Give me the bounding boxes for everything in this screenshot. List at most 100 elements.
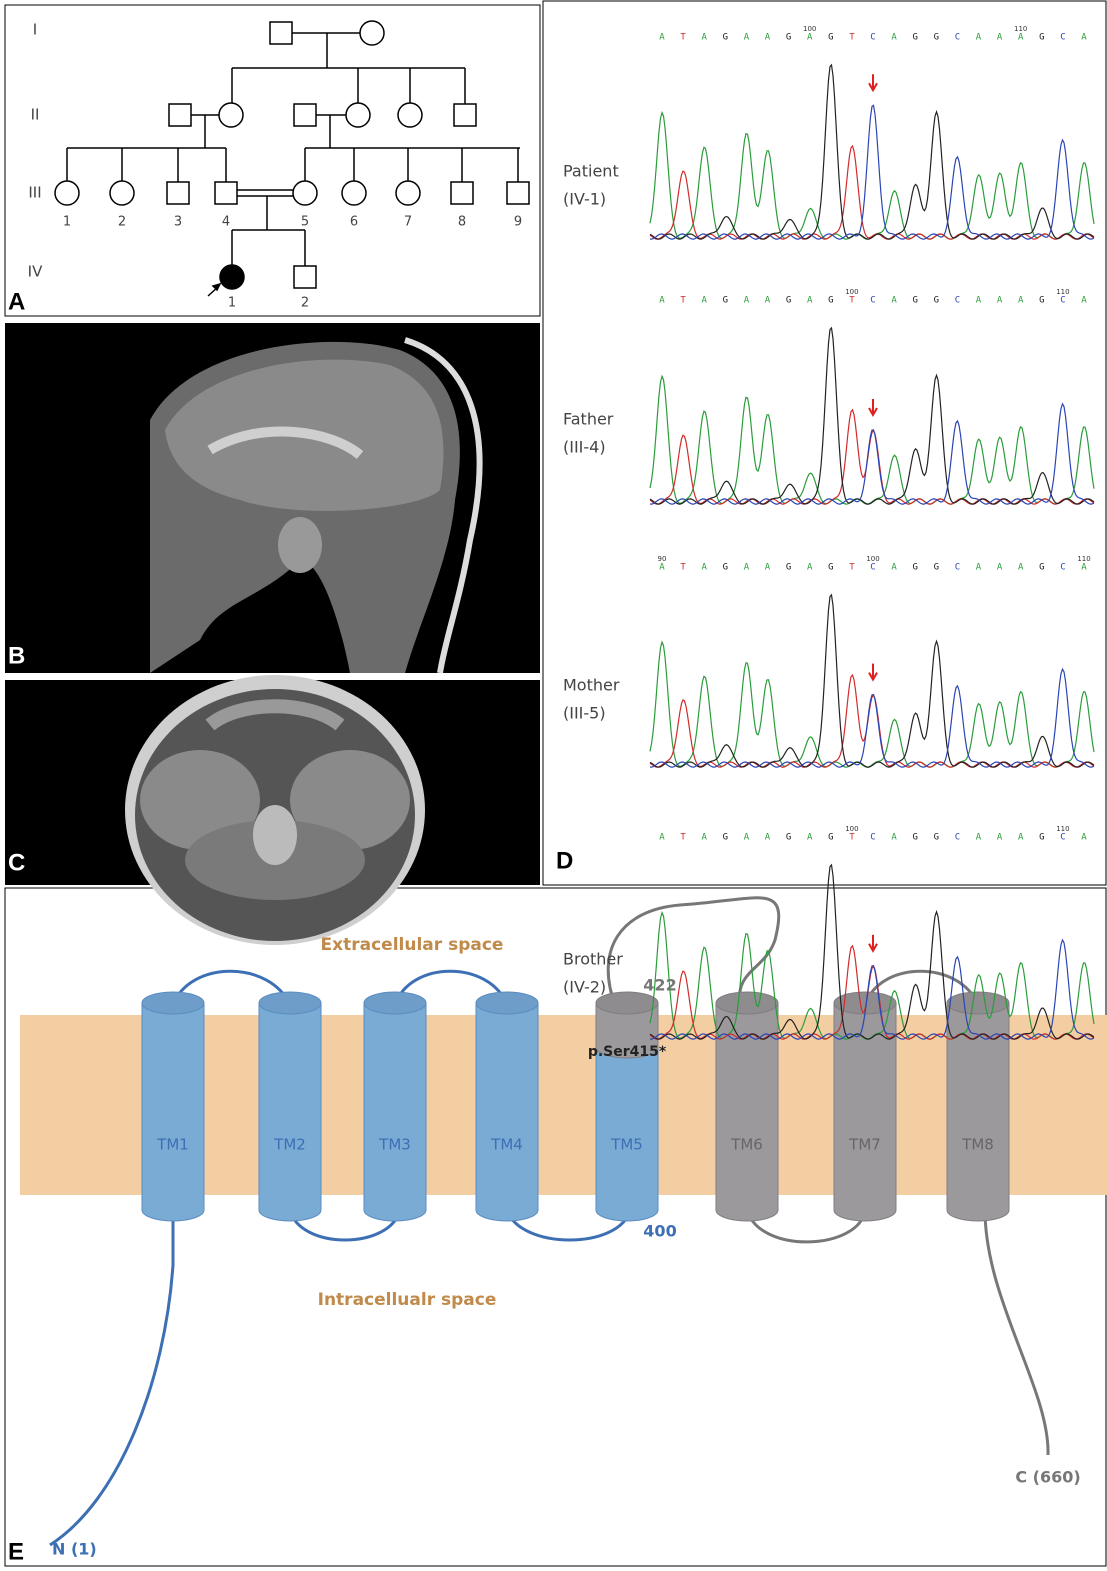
position-label: 100 (845, 288, 858, 296)
base-call: G (786, 296, 791, 306)
position-label: 100 (866, 555, 879, 563)
base-call: G (828, 833, 833, 843)
base-call: C (870, 33, 875, 43)
base-call: A (976, 833, 982, 843)
base-call: G (912, 563, 917, 573)
space-label: Intracellualr space (318, 1290, 497, 1310)
base-call: G (1039, 563, 1044, 573)
helix-label: TM5 (610, 1136, 643, 1154)
base-call: A (807, 296, 813, 306)
base-call: A (659, 563, 665, 573)
base-call: G (828, 296, 833, 306)
position-label: 110 (1014, 25, 1027, 33)
base-call: A (701, 833, 707, 843)
base-call: A (891, 833, 897, 843)
individual-number: 9 (514, 215, 522, 230)
base-call: G (723, 33, 728, 43)
base-call: A (997, 33, 1003, 43)
base-call: A (765, 833, 771, 843)
base-call: A (807, 563, 813, 573)
base-call: G (723, 833, 728, 843)
sample-id: (IV-1) (563, 190, 606, 209)
base-call: A (659, 33, 665, 43)
individual-number: 8 (458, 215, 466, 230)
base-call: A (1081, 33, 1087, 43)
helix-top (947, 992, 1009, 1014)
base-call: G (828, 563, 833, 573)
helix-body (259, 1003, 321, 1221)
base-call: A (807, 833, 813, 843)
position-label: 110 (1056, 288, 1069, 296)
base-call: A (997, 563, 1003, 573)
base-call: A (997, 296, 1003, 306)
position-label: 100 (845, 825, 858, 833)
helix-label: TM1 (156, 1136, 189, 1154)
base-call: A (701, 296, 707, 306)
base-call: A (744, 296, 750, 306)
base-call: A (765, 563, 771, 573)
base-call: C (1060, 563, 1065, 573)
base-call: A (976, 563, 982, 573)
base-call: T (849, 33, 855, 43)
panel-label: C (8, 849, 25, 876)
base-call: A (701, 563, 707, 573)
base-call: T (680, 833, 686, 843)
helix-top (364, 992, 426, 1014)
helix-label: TM7 (848, 1136, 881, 1154)
base-call: G (934, 563, 939, 573)
helix-label: TM4 (490, 1136, 523, 1154)
base-call: T (680, 296, 686, 306)
helix-label: TM3 (378, 1136, 411, 1154)
base-call: G (828, 33, 833, 43)
terminus-label: C (660) (1015, 1468, 1080, 1487)
base-call: G (723, 563, 728, 573)
base-call: C (870, 833, 875, 843)
space-label: Extracellular space (321, 935, 504, 955)
base-call: A (765, 33, 771, 43)
base-call: A (765, 296, 771, 306)
sample-name: Brother (563, 950, 623, 969)
individual-number: 1 (228, 296, 236, 311)
base-call: G (1039, 33, 1044, 43)
helix-top (476, 992, 538, 1014)
base-call: T (680, 33, 686, 43)
base-call: C (955, 33, 960, 43)
residue-label: 422 (643, 976, 676, 995)
helix-top (142, 992, 204, 1014)
individual-number: 7 (404, 215, 412, 230)
base-call: A (976, 33, 982, 43)
base-call: G (934, 296, 939, 306)
base-call: G (934, 833, 939, 843)
base-call: T (849, 563, 855, 573)
individual-number: 3 (174, 215, 182, 230)
individual-number: 5 (301, 215, 309, 230)
base-call: A (1018, 296, 1024, 306)
helix-body (364, 1003, 426, 1221)
generation-label: I (33, 21, 37, 39)
helix-body (142, 1003, 204, 1221)
base-call: A (659, 833, 665, 843)
base-call: A (1018, 833, 1024, 843)
helix-label: TM8 (961, 1136, 994, 1154)
base-call: A (1081, 296, 1087, 306)
base-call: A (701, 33, 707, 43)
sample-name: Patient (563, 162, 619, 181)
base-call: G (786, 563, 791, 573)
base-call: A (807, 33, 813, 43)
base-call: A (744, 833, 750, 843)
individual-number: 2 (118, 215, 126, 230)
base-call: C (1060, 296, 1065, 306)
base-call: G (1039, 296, 1044, 306)
helix-body (476, 1003, 538, 1221)
helix-top (259, 992, 321, 1014)
base-call: A (1018, 33, 1024, 43)
mri-axial-image (125, 675, 425, 945)
base-call: A (891, 563, 897, 573)
base-call: A (891, 33, 897, 43)
base-call: A (891, 296, 897, 306)
panel-e-frame (5, 888, 1106, 1566)
base-call: G (1039, 833, 1044, 843)
sample-id: (IV-2) (563, 978, 606, 997)
generation-label: III (28, 184, 41, 202)
sample-id: (III-5) (563, 704, 606, 723)
